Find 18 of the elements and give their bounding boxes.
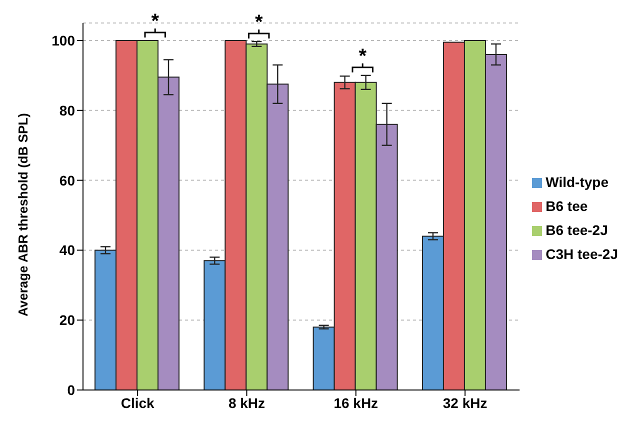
x-tick-label: 32 kHz xyxy=(442,394,488,411)
x-tick-label: 16 kHz xyxy=(334,394,378,411)
annotation: * xyxy=(254,12,263,34)
y-tick-label: 80 xyxy=(59,102,76,118)
y-axis-title: Average ABR threshold (dB SPL) xyxy=(16,113,31,316)
y-tick-label: 60 xyxy=(59,172,76,188)
y-tick-label: 100 xyxy=(52,32,76,48)
y-tick-label: 20 xyxy=(59,312,76,328)
y-tick-label: 0 xyxy=(67,382,76,398)
legend-label: C3H tee-2J xyxy=(546,246,618,262)
y-tick-label: 40 xyxy=(59,242,76,258)
annotation: * xyxy=(151,10,160,32)
x-tick-label: 8 kHz xyxy=(228,394,266,411)
x-tick-label: Click xyxy=(120,394,155,411)
legend-label: B6 tee-2J xyxy=(546,222,608,238)
legend-label: Wild-type xyxy=(546,174,608,190)
legend-label: B6 tee xyxy=(546,198,588,214)
annotation: * xyxy=(358,45,367,68)
